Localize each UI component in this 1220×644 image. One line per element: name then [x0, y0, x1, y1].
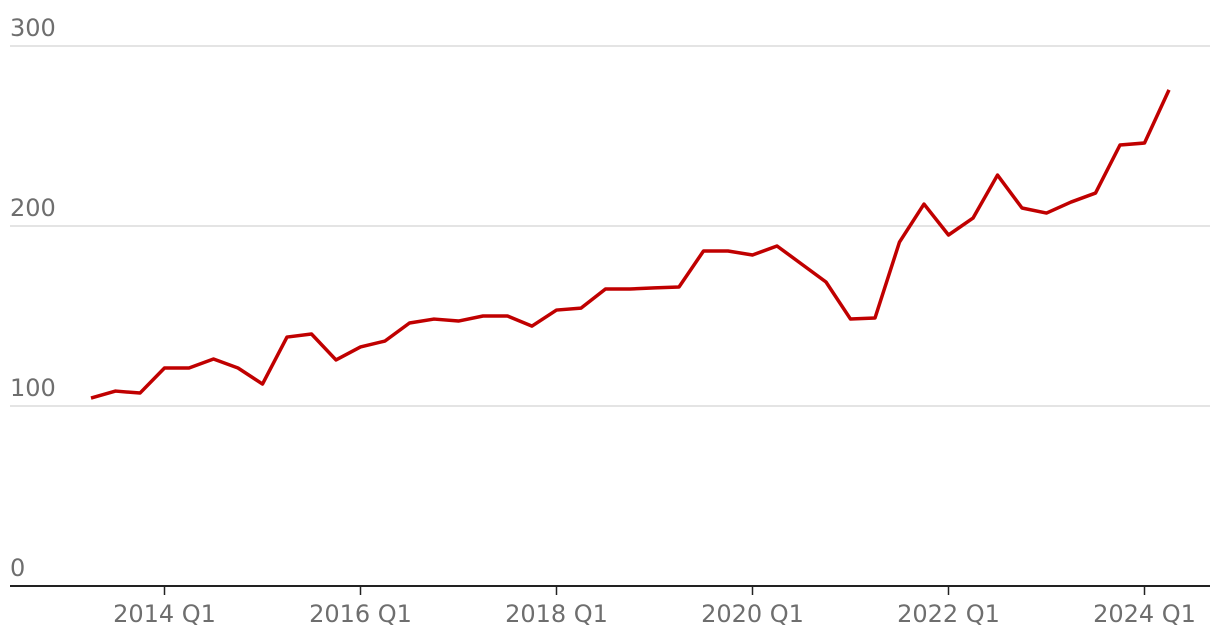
x-tick-label: 2024 Q1 [1093, 600, 1196, 628]
y-tick-label: 0 [10, 554, 25, 582]
x-tick-label: 2016 Q1 [309, 600, 412, 628]
y-tick-label: 300 [10, 14, 56, 42]
x-tick-label: 2020 Q1 [701, 600, 804, 628]
x-tick-label: 2022 Q1 [897, 600, 1000, 628]
x-tick-label: 2014 Q1 [113, 600, 216, 628]
data-line [90, 89, 1171, 400]
y-tick-label: 200 [10, 194, 56, 222]
y-tick-label: 100 [10, 374, 56, 402]
x-tick-label: 2018 Q1 [505, 600, 608, 628]
